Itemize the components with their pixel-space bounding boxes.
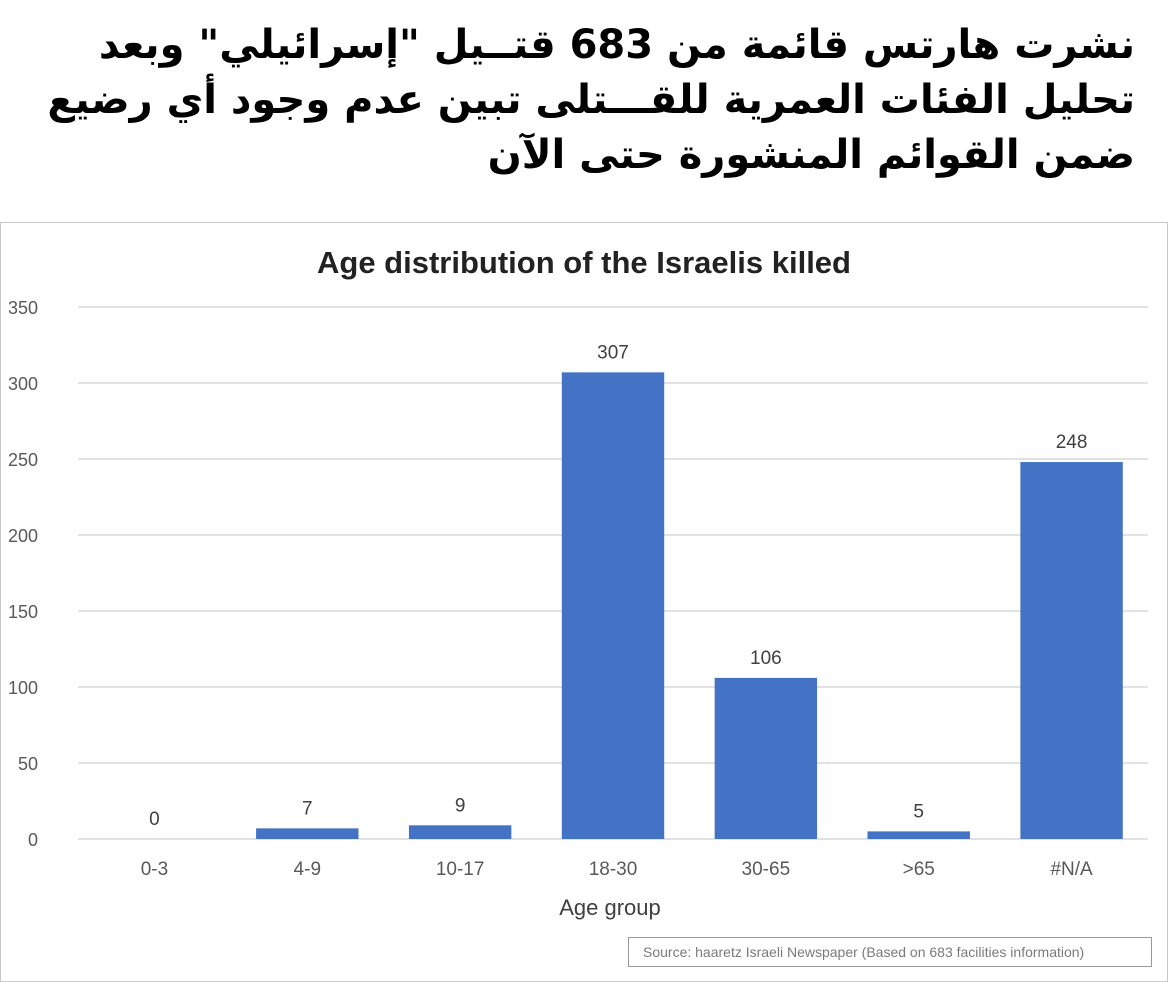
category-label: 18-30 [589, 859, 638, 880]
category-label: 0-3 [141, 859, 168, 880]
category-label: 30-65 [742, 859, 791, 880]
bar->65 [867, 831, 970, 839]
y-tick-label: 350 [8, 298, 38, 318]
bar-#N/A [1020, 462, 1123, 839]
data-label: 9 [455, 795, 466, 816]
y-tick-label: 200 [8, 526, 38, 546]
chart-title: Age distribution of the Israelis killed [317, 245, 851, 280]
y-tick-label: 0 [28, 830, 38, 850]
data-label: 106 [750, 648, 782, 669]
y-tick-label: 250 [8, 450, 38, 470]
bar-30-65 [714, 677, 818, 839]
category-label: #N/A [1050, 859, 1093, 880]
data-label: 248 [1056, 432, 1088, 453]
data-label: 307 [597, 342, 629, 363]
category-label: 4-9 [294, 859, 321, 880]
data-label: 7 [302, 798, 313, 819]
y-tick-label: 100 [8, 678, 38, 698]
bars [256, 372, 1123, 839]
x-axis-title: Age group [559, 895, 661, 920]
header-line-1: نشرت هارتس قائمة من 683 قتــيل "إسرائيلي… [98, 22, 1135, 68]
source-note: Source: haaretz Israeli Newspaper (Based… [628, 937, 1152, 967]
x-axis-categories: 0-3 4-9 10-17 18-30 30-65 >65 #N/A [141, 859, 1093, 880]
y-axis-ticks: 0 50 100 150 200 250 300 350 [8, 298, 38, 850]
header-line-3: ضمن القوائم المنشورة حتى الآن [487, 132, 1135, 178]
y-tick-label: 300 [8, 374, 38, 394]
header-line-2: تحليل الفئات العمرية للقـــتلى تبين عدم … [47, 77, 1135, 123]
data-label: 0 [149, 809, 160, 830]
bar-10-17 [408, 825, 512, 839]
post-header-text: نشرت هارتس قائمة من 683 قتــيل "إسرائيلي… [20, 18, 1135, 183]
bar-18-30 [561, 372, 665, 839]
category-label: 10-17 [436, 859, 485, 880]
data-labels: 0 7 9 307 106 5 248 [149, 342, 1087, 830]
y-tick-label: 50 [18, 754, 38, 774]
data-label: 5 [913, 801, 924, 822]
y-tick-label: 150 [8, 602, 38, 622]
category-label: >65 [903, 859, 935, 880]
bar-4-9 [256, 828, 359, 839]
